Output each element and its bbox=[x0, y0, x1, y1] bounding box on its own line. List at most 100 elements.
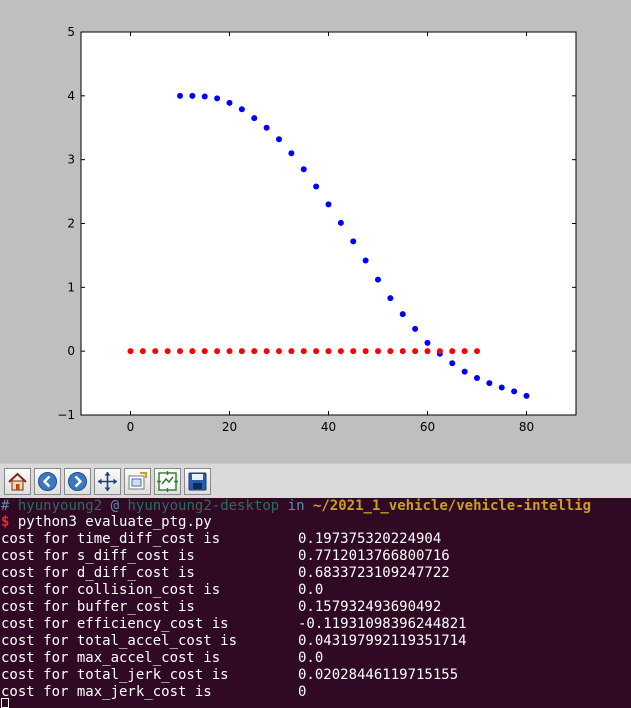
data-point bbox=[498, 384, 505, 391]
subplots-button[interactable] bbox=[154, 468, 181, 495]
data-point bbox=[201, 93, 208, 100]
data-point bbox=[375, 276, 381, 283]
data-point bbox=[337, 219, 344, 226]
terminal-window[interactable]: # hyunyoung2 @ hyunyoung2-desktop in ~/2… bbox=[0, 498, 631, 708]
forward-button[interactable] bbox=[64, 468, 91, 495]
cost-label: cost for collision_cost is bbox=[1, 582, 221, 598]
y-tick-label: 4 bbox=[67, 89, 75, 103]
cost-value: 0.0 bbox=[298, 582, 324, 598]
data-point bbox=[449, 348, 456, 355]
data-point bbox=[276, 136, 282, 143]
cost-label: cost for time_diff_cost is bbox=[1, 531, 221, 547]
data-point bbox=[276, 348, 282, 355]
data-point bbox=[461, 368, 468, 375]
data-point bbox=[449, 360, 456, 367]
cost-label: cost for buffer_cost is bbox=[1, 599, 195, 615]
cost-label: cost for total_accel_cost is bbox=[1, 633, 238, 649]
back-arrow-icon bbox=[38, 472, 57, 491]
data-point bbox=[474, 374, 480, 381]
cost-label: cost for s_diff_cost is bbox=[1, 548, 195, 564]
data-point bbox=[152, 348, 159, 355]
data-point bbox=[511, 388, 518, 395]
output-row: cost for buffer_cost is 0.157932493690492 bbox=[1, 599, 631, 616]
cost-value: 0.7712013766800716 bbox=[298, 548, 450, 564]
x-tick-label: 20 bbox=[222, 420, 237, 434]
prompt-user: hyunyoung2 bbox=[17, 498, 103, 514]
x-tick-label: 40 bbox=[321, 420, 336, 434]
data-point bbox=[387, 295, 394, 302]
data-point bbox=[424, 339, 431, 346]
cost-value: 0.02028446119715155 bbox=[298, 667, 459, 683]
data-point bbox=[362, 257, 369, 264]
data-point bbox=[474, 348, 480, 355]
save-icon bbox=[188, 472, 207, 491]
y-tick-label: 0 bbox=[67, 344, 75, 358]
output-row: cost for d_diff_cost is 0.683372310924772… bbox=[1, 565, 631, 582]
y-tick-label: 1 bbox=[67, 280, 75, 294]
prompt-dollar: $ bbox=[1, 514, 10, 530]
output-row: cost for total_accel_cost is 0.0431979921… bbox=[1, 633, 631, 650]
prompt-host: hyunyoung2-desktop bbox=[127, 498, 280, 514]
data-point bbox=[399, 348, 406, 355]
zoom-button[interactable] bbox=[124, 468, 151, 495]
data-point bbox=[523, 392, 530, 399]
prompt-path: ~/2021_1_vehicle/vehicle-intellig bbox=[312, 498, 592, 514]
cost-label: cost for max_jerk_cost is bbox=[1, 684, 212, 700]
data-point bbox=[424, 348, 431, 355]
output-row: cost for max_accel_cost is 0.0 bbox=[1, 650, 631, 667]
data-point bbox=[164, 348, 171, 355]
forward-arrow-icon bbox=[68, 472, 87, 491]
data-point bbox=[238, 348, 245, 355]
output-row: cost for efficiency_cost is -0.1193109839… bbox=[1, 616, 631, 633]
zoom-rect-icon bbox=[128, 472, 147, 490]
subplots-icon bbox=[157, 471, 178, 492]
y-tick-label: 5 bbox=[67, 25, 75, 39]
data-point bbox=[288, 150, 295, 157]
plot-toolbar bbox=[0, 463, 631, 499]
data-point bbox=[177, 92, 183, 99]
data-point bbox=[375, 348, 381, 355]
data-point bbox=[263, 124, 270, 131]
output-row: cost for total_jerk_cost is 0.02028446119… bbox=[1, 667, 631, 684]
prompt-in: in bbox=[287, 498, 305, 514]
terminal-command-line: $ python3 evaluate_ptg.py bbox=[1, 514, 212, 531]
output-row: cost for collision_cost is 0.0 bbox=[1, 582, 631, 599]
data-point bbox=[177, 348, 183, 355]
x-tick-label: 0 bbox=[127, 420, 135, 434]
output-row: cost for time_diff_cost is 0.197375320224… bbox=[1, 531, 631, 548]
prompt-at: @ bbox=[110, 498, 120, 514]
data-point bbox=[189, 92, 196, 99]
home-button[interactable] bbox=[4, 468, 31, 495]
data-point bbox=[337, 348, 344, 355]
prompt-hash: # bbox=[1, 498, 10, 514]
command-text: python3 evaluate_ptg.py bbox=[17, 514, 212, 530]
cost-value: 0.043197992119351714 bbox=[298, 633, 467, 649]
data-point bbox=[412, 348, 419, 355]
x-tick-label: 60 bbox=[420, 420, 435, 434]
data-point bbox=[300, 348, 307, 355]
data-point bbox=[201, 348, 208, 355]
data-point bbox=[251, 115, 258, 122]
scatter-plot[interactable]: 0 20 40 60 80 −1 0 1 2 3 4 5 bbox=[0, 0, 631, 463]
data-point bbox=[412, 325, 419, 332]
data-point bbox=[486, 380, 493, 387]
data-point bbox=[214, 348, 221, 355]
data-point bbox=[288, 348, 295, 355]
cost-label: cost for efficiency_cost is bbox=[1, 616, 229, 632]
cost-value: 0.157932493690492 bbox=[298, 599, 442, 615]
output-row: cost for max_jerk_cost is 0 bbox=[1, 684, 631, 701]
back-button[interactable] bbox=[34, 468, 61, 495]
data-point bbox=[436, 348, 443, 355]
save-button[interactable] bbox=[184, 468, 211, 495]
data-point bbox=[350, 238, 357, 245]
home-icon bbox=[8, 472, 27, 491]
data-point bbox=[313, 348, 320, 355]
data-point bbox=[350, 348, 357, 355]
data-point bbox=[226, 99, 233, 106]
pan-button[interactable] bbox=[94, 468, 121, 495]
data-point bbox=[325, 201, 332, 208]
y-tick-label: 3 bbox=[67, 153, 75, 167]
plot-area bbox=[80, 31, 577, 416]
terminal-prompt-line: # hyunyoung2 @ hyunyoung2-desktop in ~/2… bbox=[1, 498, 591, 515]
data-point bbox=[189, 348, 196, 355]
